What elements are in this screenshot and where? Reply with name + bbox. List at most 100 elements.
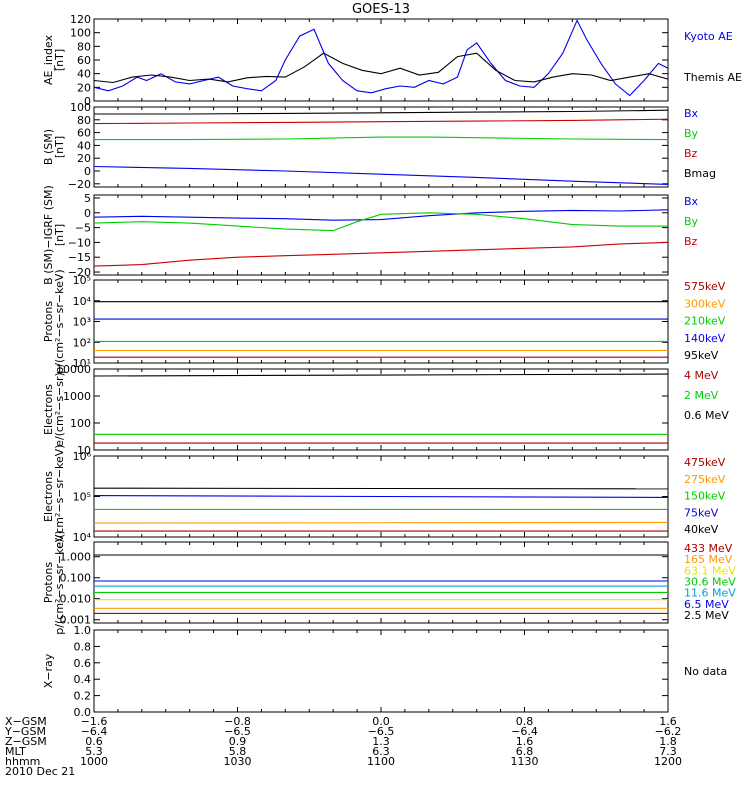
y-tick-label-protons_hi: 0.100 [60, 572, 92, 585]
y-tick-label-protons_lo: 10⁵ [73, 274, 91, 287]
y-axis-label-bigrf: B (SM)−IGRF (SM) [42, 185, 55, 285]
orbit-value: −6.4 [511, 725, 538, 738]
y-tick-label-xray: 0.8 [74, 640, 92, 653]
y-tick-label-ae: 120 [70, 13, 91, 26]
y-tick-label-ae: 60 [77, 54, 91, 67]
legend-entry-electrons_mev: 0.6 MeV [684, 409, 729, 422]
legend-entry-protons_hi: 30.6 MeV [684, 576, 736, 589]
y-tick-label-protons_hi: 0.001 [60, 614, 92, 627]
y-tick-label-bigrf: 0 [84, 207, 91, 220]
orbit-value: −1.6 [81, 715, 108, 728]
legend-entry-protons_hi: 63.1 MeV [684, 564, 736, 577]
legend-entry-protons_hi: 165 MeV [684, 553, 733, 566]
orbit-value: 0.0 [372, 715, 390, 728]
orbit-row-label: MLT [5, 745, 26, 758]
series-line-electrons_kev-3 [93, 495, 669, 498]
y-tick-label-bsm: 60 [77, 127, 91, 140]
legend-entry-electrons_kev: 475keV [684, 456, 726, 469]
series-line-electrons_kev-4 [93, 487, 669, 490]
orbit-value: −6.2 [655, 725, 682, 738]
legend-entry-ae: Kyoto AE [684, 30, 733, 43]
y-axis-label-ae: [nT] [53, 49, 66, 71]
y-tick-label-electrons_mev: 100 [70, 417, 91, 430]
y-axis-label-protons_hi: p/(cm²−s−sr−keV) [53, 530, 66, 634]
orbit-value: 5.3 [85, 745, 103, 758]
legend-entry-bsm: Bmag [684, 167, 716, 180]
panel-frame-ae [93, 18, 669, 102]
legend-entry-protons_lo: 140keV [684, 332, 726, 345]
legend-entry-protons_lo: 300keV [684, 297, 726, 310]
y-tick-label-protons_hi: 1.000 [60, 551, 92, 564]
orbit-value: 1000 [80, 755, 108, 768]
orbit-value: 5.8 [229, 745, 247, 758]
legend-entry-bigrf: Bx [684, 195, 699, 208]
panel-frame-xray [93, 629, 669, 713]
y-tick-label-electrons_mev: 10 [77, 444, 91, 457]
orbit-value: 1030 [224, 755, 252, 768]
y-tick-label-protons_lo: 10³ [73, 316, 91, 329]
series-line-ae-1 [93, 52, 669, 84]
panel-frame-bsm [93, 106, 669, 188]
y-tick-label-bsm: 80 [77, 114, 91, 127]
y-tick-label-ae: 40 [77, 68, 91, 81]
orbit-value: 0.6 [85, 735, 103, 748]
orbit-value: 1.6 [659, 715, 677, 728]
y-axis-label-bsm: B (SM) [42, 129, 55, 165]
y-tick-label-bigrf: −15 [68, 251, 91, 264]
y-axis-label-protons_lo: p/(cm²−s−sr−keV) [53, 269, 66, 373]
orbit-row-label: 2010 Dec 21 [5, 765, 75, 778]
legend-entry-electrons_kev: 150keV [684, 490, 726, 503]
orbit-value: 6.3 [372, 745, 390, 758]
y-axis-label-electrons_kev: e/(cm²−s−sr−keV) [53, 444, 66, 548]
legend-entry-bsm: Bx [684, 107, 699, 120]
legend-entry-protons_lo: 210keV [684, 315, 726, 328]
y-tick-label-bsm: −20 [68, 178, 91, 191]
series-line-bigrf-2 [93, 241, 669, 267]
y-tick-label-ae: 100 [70, 27, 91, 40]
series-line-bsm-2 [93, 118, 669, 125]
y-tick-label-bigrf: −5 [75, 222, 91, 235]
y-tick-label-bsm: 100 [70, 101, 91, 114]
orbit-value: −6.5 [224, 725, 251, 738]
orbit-row-label: X−GSM [5, 715, 47, 728]
y-axis-label-bsm: [nT] [53, 136, 66, 158]
y-tick-label-protons_lo: 10¹ [73, 357, 91, 370]
legend-entry-protons_hi: 11.6 MeV [684, 587, 736, 600]
y-tick-label-protons_lo: 10² [73, 336, 91, 349]
orbit-value: 7.3 [659, 745, 677, 758]
orbit-value: 1.8 [659, 735, 677, 748]
orbit-row-label: Z−GSM [5, 735, 47, 748]
y-axis-label-protons_lo: Protons [42, 301, 55, 342]
y-tick-label-electrons_mev: 10000 [56, 363, 91, 376]
legend-entry-ae: Themis AE [683, 71, 742, 84]
y-tick-label-electrons_mev: 1000 [63, 390, 91, 403]
orbit-value: −6.5 [368, 725, 395, 738]
legend-entry-bsm: Bz [684, 147, 698, 160]
y-tick-label-bigrf: −10 [68, 236, 91, 249]
series-line-bsm-3 [94, 109, 669, 115]
legend-entry-electrons_kev: 40keV [684, 523, 719, 536]
y-axis-label-protons_hi: Protons [42, 562, 55, 603]
orbit-value: 1.6 [516, 735, 534, 748]
y-tick-label-ae: 20 [77, 81, 91, 94]
y-tick-label-electrons_kev: 10⁴ [73, 531, 92, 544]
y-tick-label-bsm: 40 [77, 139, 91, 152]
y-tick-label-protons_lo: 10⁴ [73, 295, 92, 308]
legend-entry-bigrf: By [684, 215, 699, 228]
y-axis-label-electrons_mev: e/(cm²−s−sr) [53, 372, 66, 447]
y-axis-label-electrons_mev: Electrons [42, 384, 55, 435]
legend-entry-electrons_mev: 4 MeV [684, 369, 719, 382]
orbit-value: −0.8 [224, 715, 251, 728]
y-tick-label-bsm: 0 [84, 165, 91, 178]
orbit-value: 1130 [511, 755, 539, 768]
plot-title: GOES-13 [352, 2, 410, 17]
y-tick-label-electrons_kev: 10⁵ [73, 491, 91, 504]
legend-entry-bsm: By [684, 127, 699, 140]
legend-entry-xray: No data [684, 665, 727, 678]
y-axis-label-ae: AE_index [42, 34, 55, 85]
series-line-electrons_kev-1 [93, 521, 669, 524]
legend-entry-protons_hi: 2.5 MeV [684, 609, 729, 622]
orbit-value: 1.3 [372, 735, 390, 748]
